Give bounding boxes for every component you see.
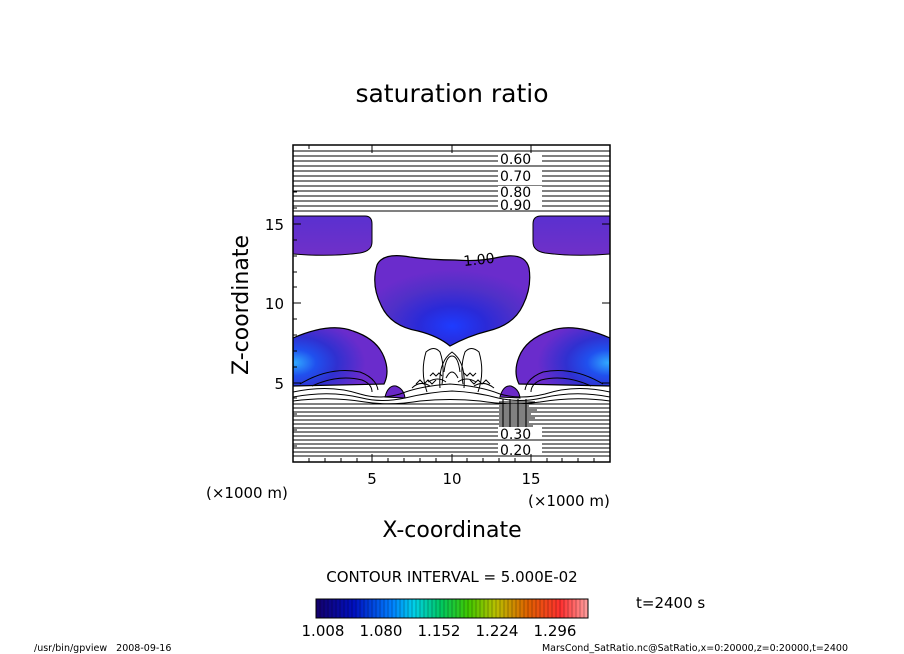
dense-label-cluster [499,399,537,427]
colorbar-tick-label: 1.296 [534,622,577,640]
region-small-left [384,385,406,399]
colorbar-tick-label: 1.224 [476,622,519,640]
region-center [374,255,531,347]
wavy-contours [293,370,610,405]
contour-label: 0.20 [500,443,531,459]
y-axis-label: Z-coordinate [229,235,254,375]
region-top-right [532,215,610,256]
colorbar-stripes [319,599,585,618]
footer-left: /usr/bin/gpview 2008-09-16 [34,643,171,654]
plot-area: 0.60 0.70 0.80 0.90 1.00 0.30 0.20 [293,145,610,462]
colorbar-tick-label: 1.080 [360,622,403,640]
x-unit-label: (×1000 m) [528,492,610,510]
x-tick-label: 5 [367,470,377,488]
chart-title: saturation ratio [355,79,548,108]
upper-contours [293,150,610,212]
contour-label: 0.60 [500,152,531,168]
contour-interval-label: CONTOUR INTERVAL = 5.000E-02 [326,568,577,586]
contour-label: 0.70 [500,169,531,185]
x-tick-label: 15 [521,470,540,488]
y-tick-label: 5 [274,375,284,393]
region-right [515,327,610,387]
colorbar-tick-label: 1.152 [418,622,461,640]
lower-contours [293,403,610,457]
contour-label: 1.00 [463,251,496,270]
y-tick-label: 10 [265,295,284,313]
contour-label: 0.90 [500,198,531,214]
contour-label: 0.80 [500,185,531,201]
x-tick-label: 10 [442,470,461,488]
region-top-left [293,215,373,256]
y-unit-label: (×1000 m) [206,484,288,502]
region-left [293,327,388,387]
time-label: t=2400 s [636,594,705,612]
y-axis-ticks [293,160,610,447]
contour-label: 0.30 [500,427,531,443]
footer-right: MarsCond_SatRatio.nc@SatRatio,x=0:20000,… [542,643,848,654]
center-detail-contours [411,348,495,393]
colorbar-tick-label: 1.008 [302,622,345,640]
y-tick-label: 15 [265,216,284,234]
x-axis-label: X-coordinate [382,518,521,543]
x-axis-ticks [308,145,595,462]
